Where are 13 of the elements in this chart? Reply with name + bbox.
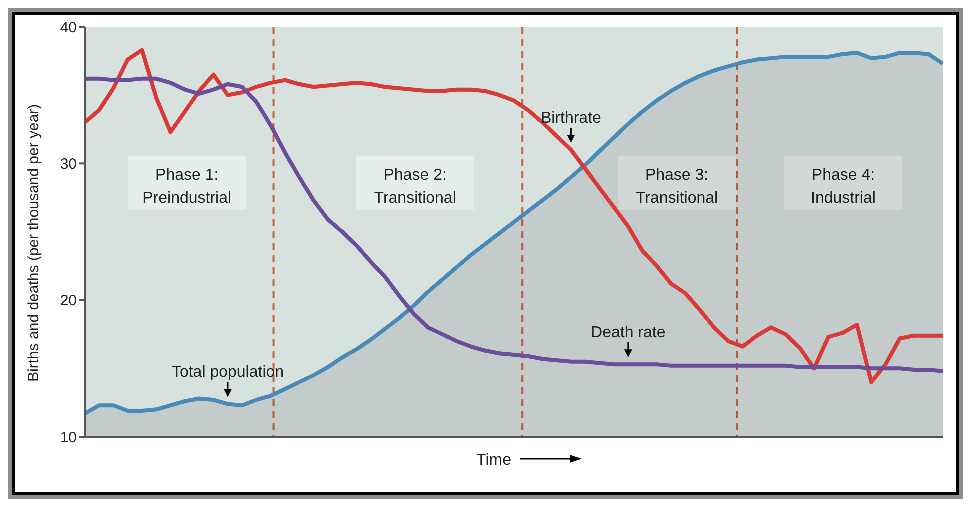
series-label: Total population xyxy=(172,364,284,382)
annotation: Phase 2: Transitional xyxy=(374,166,456,207)
series-label: Death rate xyxy=(591,324,666,342)
y-axis-title: Births and deaths (per thousand per year) xyxy=(25,104,42,382)
y-tick-label: 10 xyxy=(60,429,77,446)
annotation: Phase 3: Transitional xyxy=(636,166,718,207)
series-label: Birthrate xyxy=(540,110,602,127)
y-tick-label: 40 xyxy=(60,19,77,36)
y-tick-label: 20 xyxy=(60,292,77,310)
annotation: Phase 1: Preindustrial xyxy=(142,166,232,207)
y-tick-label: 30 xyxy=(60,156,77,173)
x-axis-title: Time xyxy=(476,452,512,469)
annotation: Phase 4: Industrial xyxy=(811,166,876,207)
